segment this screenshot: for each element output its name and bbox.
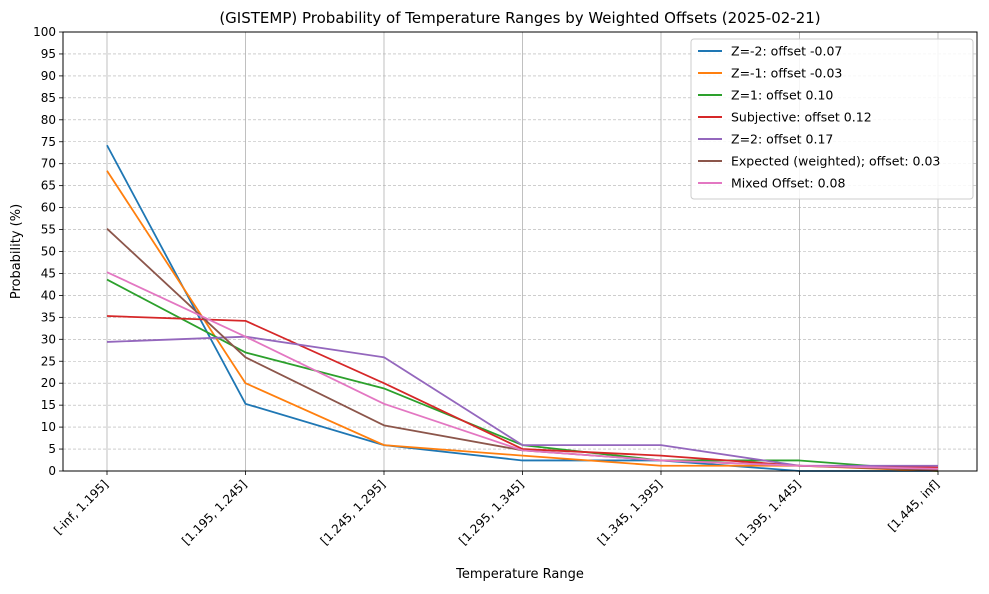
legend-label: Expected (weighted); offset: 0.03 <box>731 154 940 169</box>
y-tick-label: 20 <box>41 376 56 390</box>
y-tick-label: 60 <box>41 201 56 215</box>
legend-label: Z=-2: offset -0.07 <box>731 44 842 59</box>
y-tick-label: 95 <box>41 47 56 61</box>
y-tick-label: 100 <box>33 25 56 39</box>
x-axis-label: Temperature Range <box>455 567 584 582</box>
y-tick-label: 80 <box>41 113 56 127</box>
y-tick-label: 70 <box>41 157 56 171</box>
chart-title: (GISTEMP) Probability of Temperature Ran… <box>219 9 820 27</box>
y-tick-label: 55 <box>41 223 56 237</box>
y-tick-label: 5 <box>48 442 56 456</box>
y-tick-label: 30 <box>41 332 56 346</box>
y-tick-label: 0 <box>48 464 56 478</box>
y-tick-label: 85 <box>41 91 56 105</box>
legend-label: Z=2: offset 0.17 <box>731 132 833 147</box>
y-tick-label: 75 <box>41 135 56 149</box>
legend-label: Z=-1: offset -0.03 <box>731 66 842 81</box>
series-line <box>106 271 939 470</box>
legend-label: Z=1: offset 0.10 <box>731 88 833 103</box>
y-tick-label: 25 <box>41 354 56 368</box>
y-tick-label: 35 <box>41 310 56 324</box>
y-tick-label: 65 <box>41 179 56 193</box>
y-tick-label: 10 <box>41 420 56 434</box>
y-tick-label: 50 <box>41 245 56 259</box>
y-tick-label: 90 <box>41 69 56 83</box>
legend-box <box>690 38 974 200</box>
y-tick-label: 15 <box>41 398 56 412</box>
legend-label: Subjective: offset 0.12 <box>731 110 872 125</box>
legend-label: Mixed Offset: 0.08 <box>731 176 845 191</box>
y-axis-label: Probability (%) <box>9 204 24 299</box>
series-layer <box>106 144 939 472</box>
legend: Z=-2: offset -0.07 Z=-1: offset -0.03 Z=1:… <box>690 38 974 200</box>
y-tick-label: 45 <box>41 266 56 280</box>
y-tick-label: 40 <box>41 288 56 302</box>
